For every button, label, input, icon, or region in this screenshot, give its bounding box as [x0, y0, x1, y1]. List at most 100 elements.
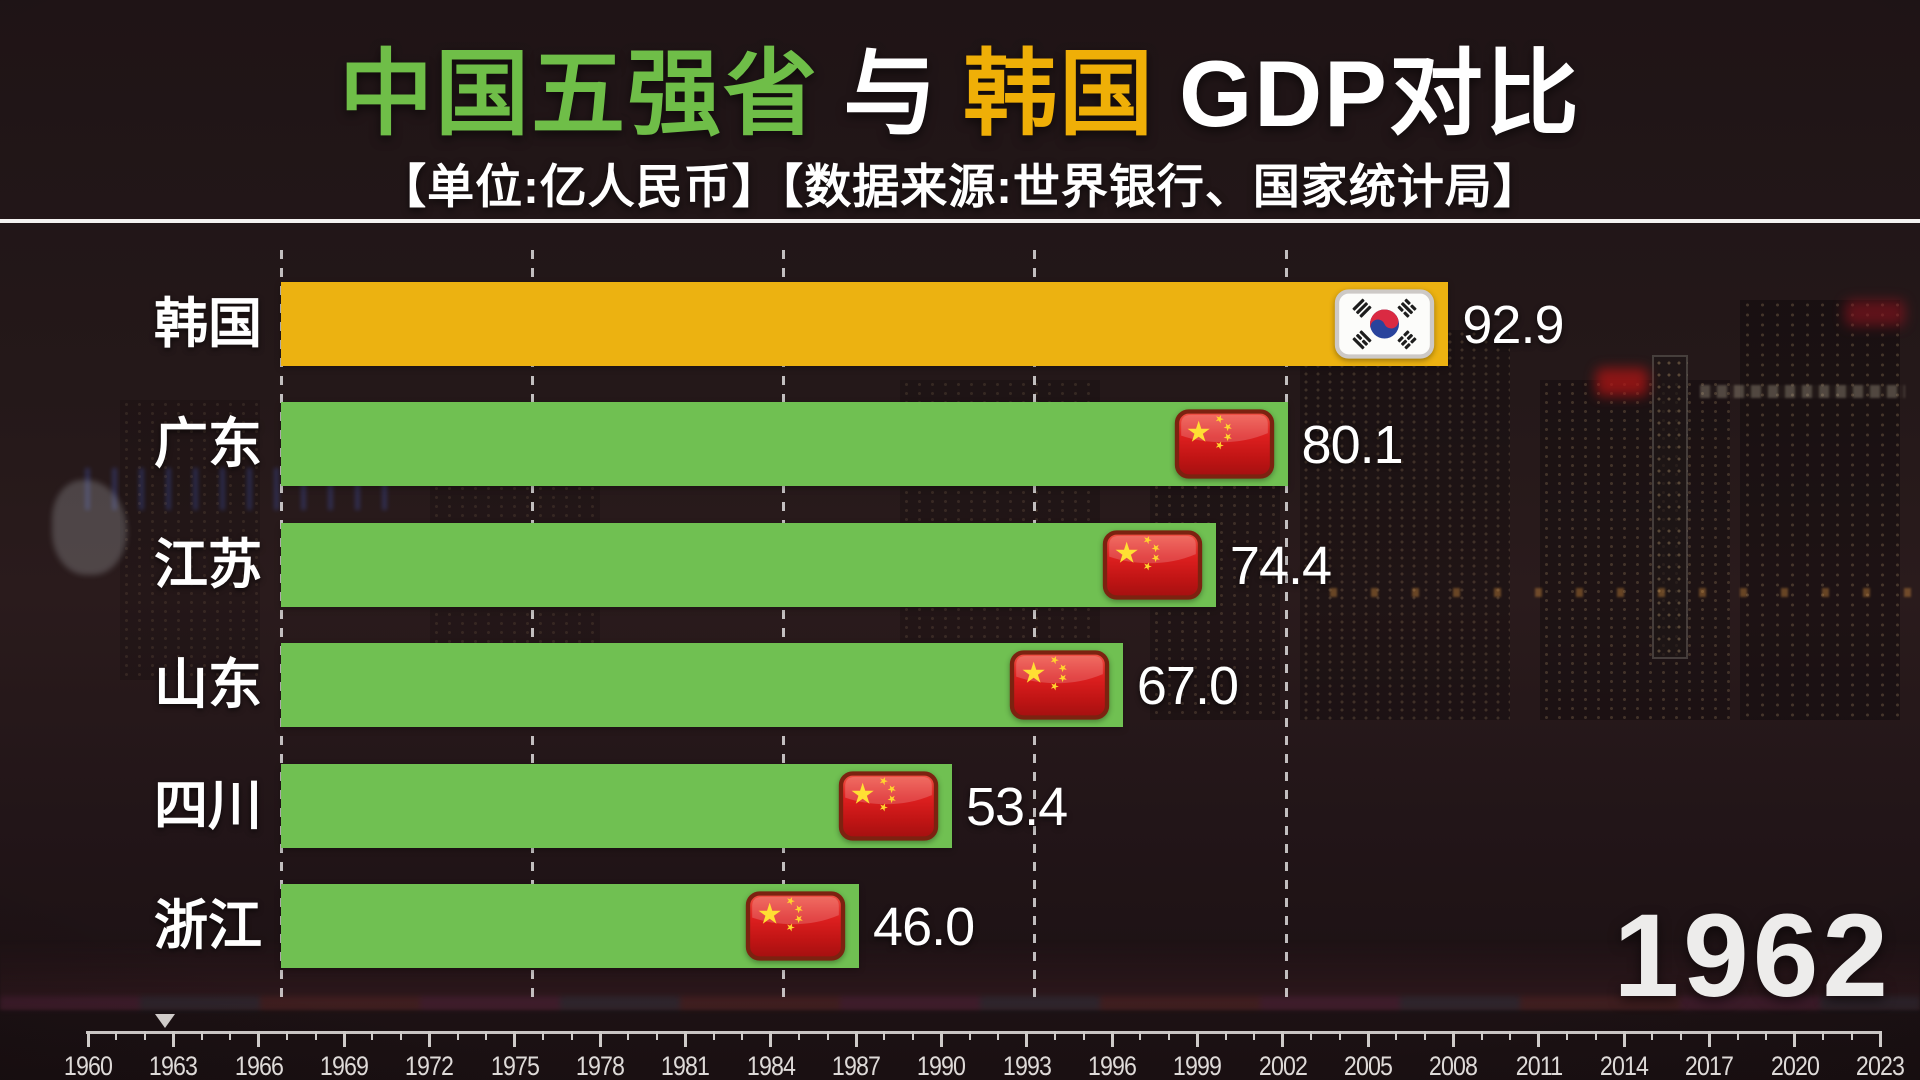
timeline-tick — [1082, 1031, 1085, 1040]
timeline-tick — [257, 1031, 261, 1047]
timeline-tick — [1366, 1031, 1370, 1047]
south-korea-flag-icon — [1334, 289, 1435, 359]
bar-row: 韩国 92.9 — [0, 282, 1920, 366]
bar-korea — [281, 282, 1449, 366]
timeline-tick — [598, 1031, 602, 1047]
timeline-tick — [1224, 1031, 1227, 1040]
timeline-tick — [1195, 1031, 1199, 1047]
timeline-tick-label: 1960 — [63, 1051, 113, 1080]
timeline-axis: 1960 1963 1966 1969 1972 1975 1978 1981 1984 1987… — [0, 1014, 1920, 1080]
timeline-tick — [1537, 1031, 1541, 1047]
value-gridline — [782, 250, 786, 1006]
timeline-tick — [86, 1031, 90, 1047]
timeline-tick — [911, 1031, 914, 1040]
timeline-tick-label: 1987 — [831, 1051, 881, 1080]
timeline-tick-label: 2023 — [1855, 1051, 1905, 1080]
timeline-tick — [399, 1031, 402, 1040]
bar-shandong — [281, 643, 1123, 728]
timeline-tick — [171, 1031, 175, 1047]
bar-row: 山东 67.0 — [0, 643, 1920, 728]
separator-line — [0, 219, 1920, 223]
china-flag-icon — [1174, 409, 1275, 479]
timeline-tick — [1480, 1031, 1483, 1040]
row-label-shandong: 山东 — [154, 655, 262, 716]
timeline-tick-label: 1993 — [1002, 1051, 1052, 1080]
timeline-tick — [1310, 1031, 1313, 1040]
timeline-tick — [314, 1031, 317, 1040]
timeline-tick — [371, 1031, 374, 1040]
value-gridline — [1033, 250, 1037, 1006]
current-year-display: 1962 — [1613, 890, 1892, 1022]
timeline-tick — [485, 1031, 488, 1040]
bar-value: 53.4 — [966, 776, 1068, 837]
timeline-tick-label: 2011 — [1515, 1051, 1562, 1080]
timeline-tick-label: 1966 — [234, 1051, 284, 1080]
timeline-tick — [1736, 1031, 1739, 1040]
timeline-tick — [854, 1031, 858, 1047]
timeline-tick — [1167, 1031, 1170, 1040]
timeline-tick — [1025, 1031, 1029, 1047]
bar-row: 四川 53.4 — [0, 763, 1920, 848]
timeline-tick — [712, 1031, 715, 1040]
value-gridline — [1284, 250, 1288, 1006]
timeline-tick — [542, 1031, 545, 1040]
timeline-axis-line — [86, 1031, 1882, 1034]
timeline-tick — [997, 1031, 1000, 1040]
bar-jiangsu — [281, 522, 1216, 607]
page-title: 中国五强省与韩国 GDP对比 — [0, 18, 1920, 154]
row-label-korea: 韩国 — [154, 294, 262, 354]
timeline-tick-label: 1996 — [1087, 1051, 1137, 1080]
timeline-tick — [655, 1031, 658, 1040]
timeline-tick — [513, 1031, 517, 1047]
timeline-tick-label: 2008 — [1429, 1051, 1478, 1080]
bar-zhejiang — [281, 884, 860, 968]
timeline-tick-label: 1999 — [1173, 1051, 1222, 1080]
timeline-tick — [1878, 1031, 1882, 1047]
timeline-tick — [769, 1031, 773, 1047]
bar-guangdong — [281, 402, 1288, 487]
timeline-tick-label: 1969 — [319, 1051, 369, 1080]
timeline-tick — [1054, 1031, 1057, 1040]
row-label-zhejiang: 浙江 — [154, 896, 262, 956]
timeline-tick-label: 2014 — [1599, 1051, 1649, 1080]
timeline-tick — [1281, 1031, 1285, 1047]
bar-value: 46.0 — [873, 897, 975, 957]
timeline-tick — [1651, 1031, 1654, 1040]
timeline-tick — [1679, 1031, 1682, 1040]
china-flag-icon — [1009, 650, 1110, 720]
timeline-tick — [200, 1031, 203, 1040]
timeline-tick — [1139, 1031, 1142, 1040]
timeline-tick-label: 1975 — [490, 1051, 540, 1080]
subtitle-unit-and-source: 【单位:亿人民币】【数据来源:世界银行、国家统计局】 — [379, 160, 1541, 213]
timeline-tick — [570, 1031, 573, 1040]
timeline-tick — [1423, 1031, 1426, 1040]
bar-value: 67.0 — [1136, 656, 1239, 717]
timeline-tick — [1110, 1031, 1114, 1047]
title-segment-vs: 与 — [843, 41, 940, 146]
timeline-tick — [1822, 1031, 1825, 1040]
timeline-tick — [826, 1031, 829, 1040]
bar-value: 92.9 — [1462, 295, 1564, 355]
bar-value: 74.4 — [1229, 535, 1332, 596]
timeline-tick-label: 1981 — [661, 1051, 710, 1080]
title-segment-gdp: GDP对比 — [1179, 41, 1581, 146]
value-gridline — [530, 250, 534, 1006]
timeline-tick — [1793, 1031, 1797, 1047]
timeline-tick — [1765, 1031, 1768, 1040]
timeline-tick-label: 1963 — [149, 1051, 198, 1080]
timeline-tick — [1594, 1031, 1597, 1040]
china-flag-icon — [745, 891, 846, 961]
row-label-sichuan: 四川 — [154, 775, 262, 836]
timeline-tick — [741, 1031, 744, 1040]
timeline-tick-label: 1984 — [746, 1051, 796, 1080]
title-segment-korea: 韩国 — [963, 41, 1156, 146]
timeline-tick-label: 2002 — [1258, 1051, 1308, 1080]
timeline-tick — [1509, 1031, 1512, 1040]
timeline-tick — [342, 1031, 346, 1047]
timeline-tick — [456, 1031, 459, 1040]
timeline-tick-label: 2005 — [1343, 1051, 1393, 1080]
timeline-tick — [1566, 1031, 1569, 1040]
timeline-tick — [1451, 1031, 1455, 1047]
timeline-progress-marker — [154, 1014, 175, 1028]
